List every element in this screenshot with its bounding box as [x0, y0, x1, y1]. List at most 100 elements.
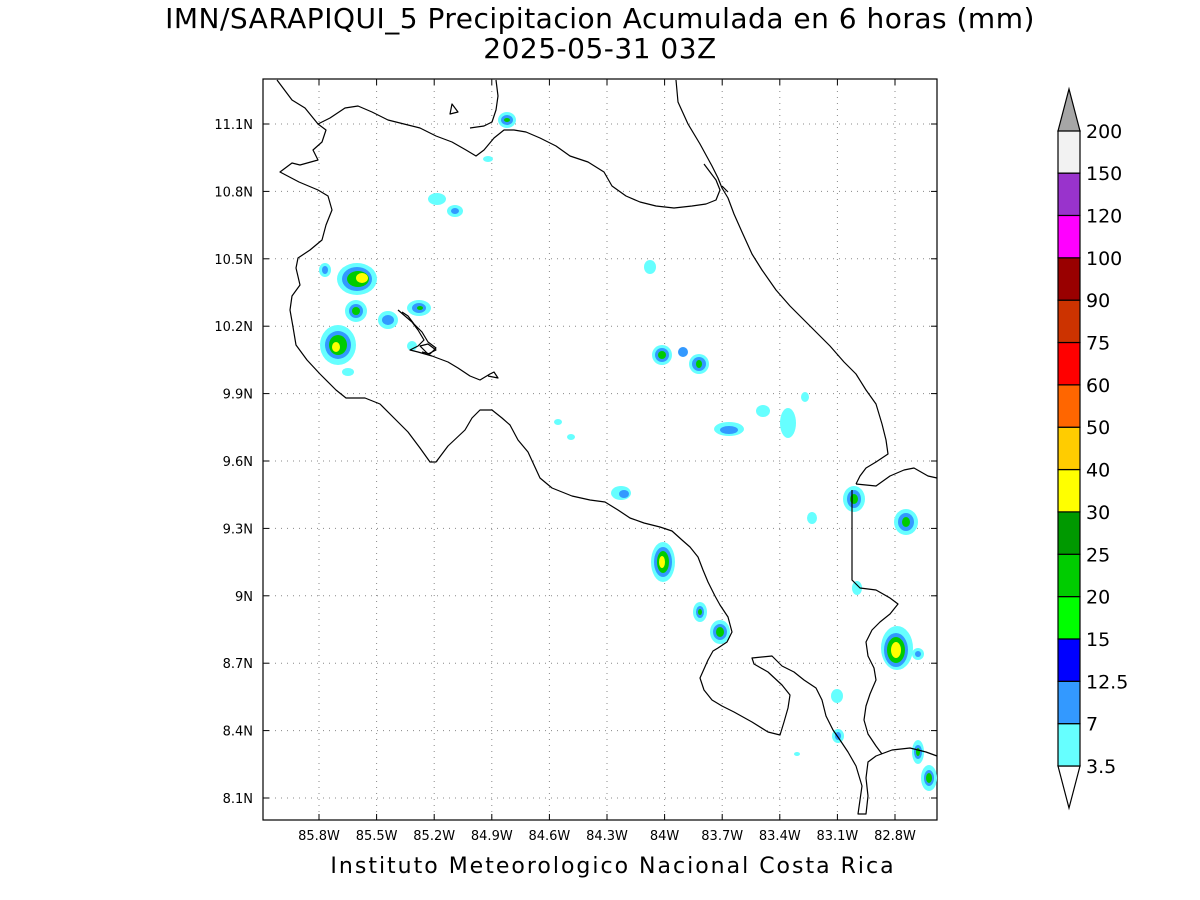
lat-tick-label: 8.1N	[223, 792, 253, 807]
precip-cell	[356, 273, 368, 283]
precip-cell	[720, 426, 738, 434]
lon-tick-label: 83.7W	[701, 829, 743, 844]
colorbar-label: 100	[1086, 248, 1122, 270]
colorbar-label: 150	[1086, 163, 1122, 185]
lat-tick-label: 10.8N	[214, 185, 253, 200]
precip-cell	[891, 642, 901, 658]
colorbar-lower-arrow	[1057, 765, 1081, 811]
lon-tick-label: 84W	[650, 829, 680, 844]
colorbar-label: 20	[1086, 587, 1110, 609]
colorbar-label: 12.5	[1086, 671, 1128, 693]
lon-tick-label: 83.4W	[759, 829, 801, 844]
colorbar-upper-arrow	[1057, 86, 1081, 132]
colorbar-label: 50	[1086, 417, 1110, 439]
precip-cell	[678, 347, 688, 357]
precip-cell	[554, 419, 562, 425]
precip-cell	[504, 118, 510, 122]
precip-cell	[644, 260, 656, 274]
lat-tick-label: 9.6N	[223, 455, 253, 470]
colorbar-label: 75	[1086, 333, 1110, 355]
colorbar-label: 60	[1086, 375, 1110, 397]
precip-cell	[322, 266, 328, 274]
lat-tick-label: 10.5N	[214, 253, 253, 268]
colorbar-band	[1057, 426, 1081, 471]
colorbar-band	[1057, 553, 1081, 598]
lat-tick-label: 11.1N	[214, 118, 253, 133]
precip-cell	[658, 351, 666, 359]
colorbar-band	[1057, 638, 1081, 682]
lon-tick-label: 85.8W	[298, 829, 340, 844]
precip-cell	[407, 341, 417, 351]
colorbar-band	[1057, 172, 1081, 217]
colorbar-band	[1057, 723, 1081, 767]
precip-cell	[902, 517, 910, 527]
colorbar-label: 7	[1086, 714, 1098, 736]
colorbar-label: 200	[1086, 121, 1122, 143]
precip-cell	[794, 752, 800, 756]
precip-cell	[451, 208, 459, 214]
lat-tick-label: 8.4N	[223, 725, 253, 740]
title-line-1: IMN/SARAPIQUI_5 Precipitacion Acumulada …	[165, 2, 1035, 35]
map-frame	[262, 78, 938, 821]
precip-cell	[567, 434, 575, 440]
gridlines	[263, 79, 937, 820]
title-line-2: 2025-05-31 03Z	[483, 32, 717, 65]
precip-cell	[483, 156, 493, 162]
lat-tick-label: 9N	[235, 590, 253, 605]
precip-cell	[831, 689, 843, 703]
colorbar-label: 90	[1086, 290, 1110, 312]
lat-tick-label: 8.7N	[223, 657, 253, 672]
colorbar-label: 30	[1086, 502, 1110, 524]
precip-cell	[807, 512, 817, 524]
lat-tick-label: 9.3N	[223, 522, 253, 537]
lon-tick-label: 84.3W	[586, 829, 628, 844]
lon-tick-label: 83.1W	[816, 829, 858, 844]
colorbar-band	[1057, 680, 1081, 725]
colorbar-band	[1057, 341, 1081, 386]
colorbar-band	[1057, 468, 1081, 513]
precip-cell	[852, 581, 862, 595]
precip-cell	[915, 651, 921, 657]
colorbar-band	[1057, 130, 1081, 174]
precip-cell	[716, 627, 724, 637]
lon-tick-label: 84.9W	[471, 829, 513, 844]
precipitation-field	[319, 112, 937, 791]
precip-cell	[696, 360, 702, 368]
colorbar-band	[1057, 595, 1081, 640]
precip-cell	[619, 490, 629, 498]
colorbar-band	[1057, 299, 1081, 344]
colorbar-label: 15	[1086, 629, 1110, 651]
precip-cell	[801, 392, 809, 402]
precip-cell	[698, 609, 702, 615]
lon-tick-label: 82.8W	[874, 829, 916, 844]
colorbar-label: 3.5	[1086, 756, 1116, 778]
precip-cell	[382, 315, 394, 325]
precip-cell	[428, 193, 446, 205]
precip-cell	[926, 773, 932, 783]
lon-tick-label: 85.2W	[413, 829, 455, 844]
colorbar-label: 120	[1086, 205, 1122, 227]
map-axes: 85.8W 85.5W 85.2W 84.9W 84.6W 84.3W 84W 83.7W 83…	[214, 79, 937, 844]
colorbar-band	[1057, 214, 1081, 259]
lat-tick-label: 9.9N	[223, 388, 253, 403]
precip-cell	[780, 408, 796, 438]
lat-tick-label: 10.2N	[214, 320, 253, 335]
precip-cell	[342, 368, 354, 376]
credit-text: Instituto Meteorologico Nacional Costa R…	[330, 854, 896, 879]
colorbar-band	[1057, 511, 1081, 555]
lon-tick-label: 84.6W	[528, 829, 570, 844]
colorbar-label: 40	[1086, 460, 1110, 482]
colorbar-label: 25	[1086, 544, 1110, 566]
lon-tick-label: 85.5W	[356, 829, 398, 844]
precip-cell	[850, 494, 858, 504]
precip-cell	[332, 342, 340, 352]
colorbar: 3.5 7 12.5 15 20 25 30 40 50 60 75 90 100 120 150 200	[1057, 86, 1128, 811]
precip-cell	[659, 556, 665, 568]
coastlines	[276, 79, 938, 815]
colorbar-band	[1057, 257, 1081, 301]
colorbar-band	[1057, 384, 1081, 428]
precip-cell	[756, 405, 770, 417]
precip-cell	[417, 306, 423, 310]
precip-cell	[352, 307, 360, 315]
